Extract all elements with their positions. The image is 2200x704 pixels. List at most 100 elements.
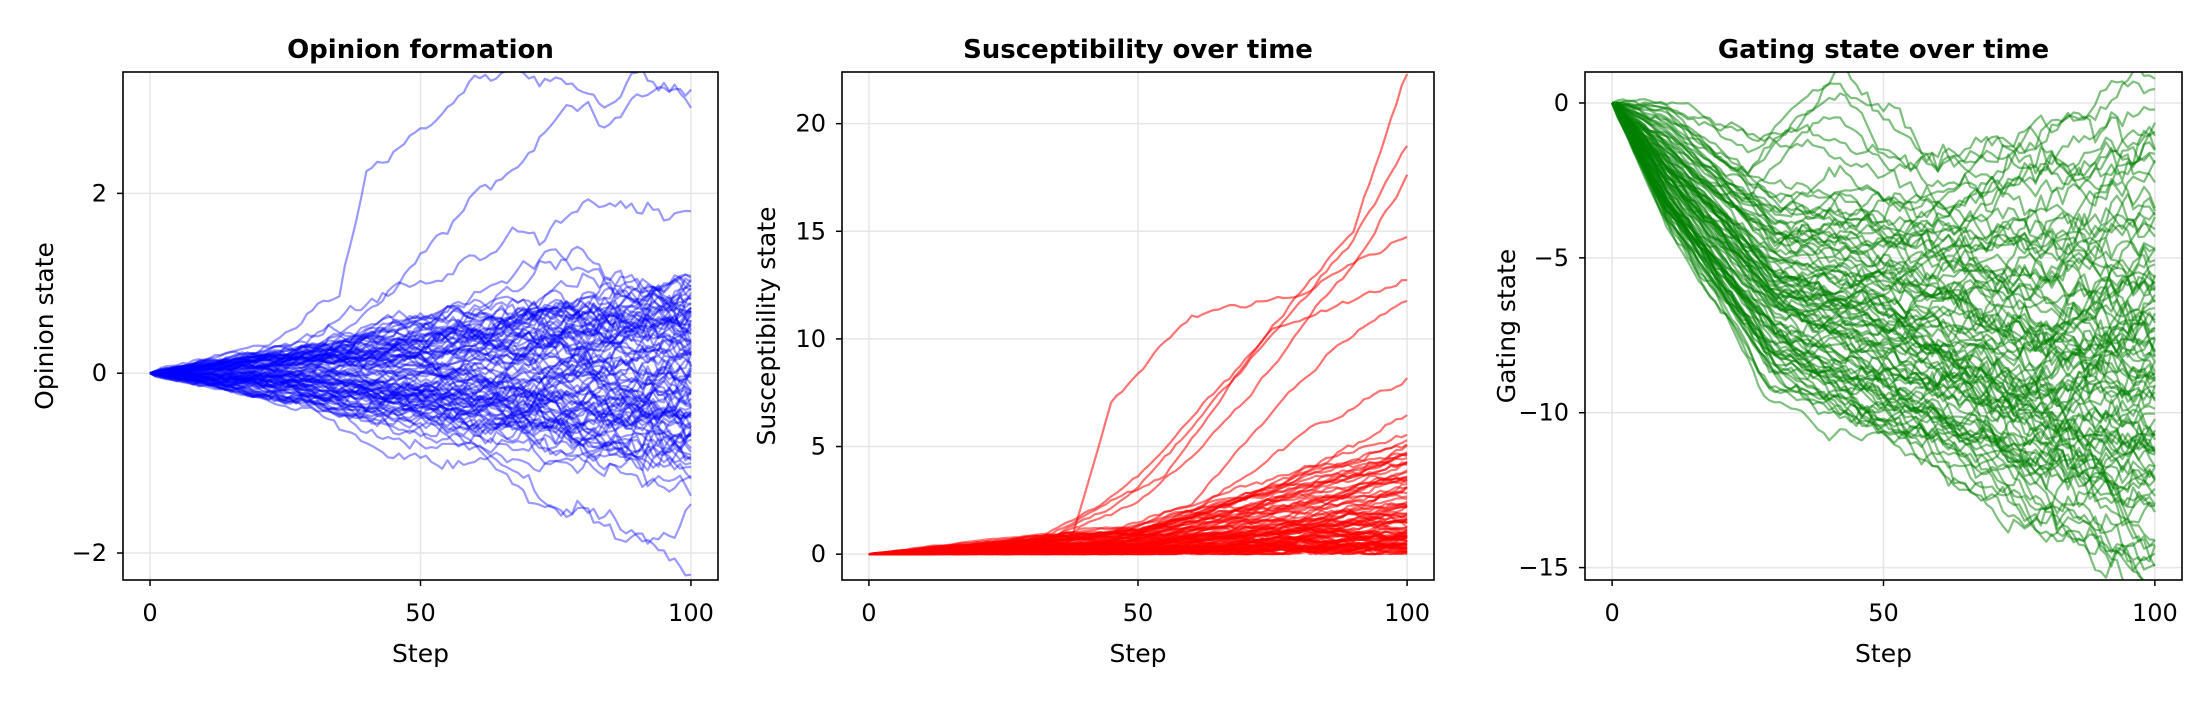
series-line	[150, 337, 693, 390]
series-line	[149, 371, 693, 453]
series-line	[1611, 102, 2156, 527]
y-tick-label: −5	[1534, 244, 1569, 272]
series-line	[1611, 102, 2156, 437]
series-line	[149, 293, 692, 375]
series-line	[149, 366, 692, 408]
series-line	[149, 305, 692, 375]
series-line	[149, 291, 692, 375]
series-line	[149, 372, 692, 431]
y-tick-label: 20	[795, 110, 826, 138]
series-line	[149, 277, 692, 375]
series-line	[149, 371, 692, 447]
x-axis-label: Step	[392, 639, 449, 668]
series-line	[1611, 102, 2156, 242]
series-line	[149, 372, 692, 577]
series-line	[1611, 102, 2156, 353]
series-line	[149, 305, 692, 375]
series-line	[149, 277, 692, 375]
series-line	[149, 83, 692, 375]
series-line	[149, 371, 692, 443]
series-line	[149, 298, 692, 375]
series-line	[1611, 101, 2156, 238]
series-line	[149, 350, 692, 403]
series-line	[149, 372, 692, 457]
y-tick-label: 0	[92, 359, 107, 387]
series-line	[1612, 92, 2156, 199]
series-line	[149, 340, 692, 387]
series-line	[149, 371, 692, 440]
y-tick-label: 10	[795, 325, 826, 353]
x-tick-label: 50	[1123, 599, 1154, 627]
x-tick-labels: 0 50 100	[1604, 580, 2178, 627]
y-axis-label: Opinion state	[30, 242, 59, 410]
series-line	[868, 443, 1408, 556]
series-line	[149, 372, 692, 545]
y-tick-label: 0	[811, 540, 826, 568]
series-line	[149, 369, 692, 431]
series-line	[149, 299, 692, 375]
chart-title: Opinion formation	[287, 35, 554, 65]
series-line	[1611, 102, 2156, 500]
x-tick-label: 0	[861, 599, 876, 627]
series-line	[149, 329, 692, 375]
series-line	[150, 343, 693, 383]
series-line	[1611, 102, 2155, 317]
series-line	[149, 372, 692, 456]
x-tick-label: 100	[668, 599, 714, 627]
panel-susceptibility: 0 50 100 0 5 10 15 20 Susceptibility over time…	[752, 35, 1435, 668]
series-line	[149, 313, 693, 376]
series-line	[149, 372, 692, 472]
series-line	[150, 358, 692, 399]
series-line	[1611, 102, 2156, 421]
series-line	[1611, 79, 2156, 159]
series-line	[149, 334, 692, 381]
y-tick-labels: −15 −10 −5 0	[1518, 89, 1585, 582]
y-tick-labels: 0 5 10 15 20	[795, 110, 842, 568]
y-tick-label: −2	[72, 539, 107, 567]
series-line	[149, 372, 692, 471]
series-line	[1611, 102, 2156, 300]
series-line	[149, 278, 692, 375]
panel-series-group	[149, 72, 693, 577]
series-line	[149, 372, 692, 441]
series-line	[149, 325, 693, 375]
y-axis-label: Susceptibility state	[752, 206, 781, 445]
series-line	[149, 302, 693, 375]
series-line	[1611, 102, 2156, 482]
series-line	[149, 370, 692, 423]
series-line	[1611, 102, 2155, 443]
series-line	[149, 323, 692, 375]
series-line	[149, 292, 692, 375]
series-line	[1611, 102, 2146, 580]
panel-grid	[123, 72, 718, 580]
x-tick-labels: 0 50 100	[142, 580, 714, 627]
series-line	[149, 372, 692, 460]
series-line	[1611, 102, 2156, 567]
series-line	[149, 372, 692, 480]
series-line	[149, 371, 692, 470]
y-tick-label: 0	[1554, 89, 1569, 117]
series-line	[149, 372, 692, 428]
series-line	[1611, 102, 2155, 436]
series-line	[149, 372, 692, 432]
series-line	[1611, 102, 2156, 423]
series-line	[149, 372, 692, 462]
series-line	[149, 334, 692, 381]
series-line	[149, 310, 692, 375]
y-tick-label: 5	[811, 433, 826, 461]
series-line	[1611, 102, 2156, 542]
series-line	[149, 333, 692, 375]
series-line	[150, 371, 692, 429]
x-tick-label: 0	[142, 599, 157, 627]
series-line	[868, 545, 1408, 556]
panel-series-group	[1611, 72, 2156, 580]
x-tick-label: 50	[1868, 599, 1899, 627]
series-line	[149, 371, 692, 415]
y-axis-label: Gating state	[1492, 249, 1521, 403]
x-axis-label: Step	[1110, 639, 1167, 668]
series-line	[149, 342, 692, 392]
series-line	[149, 289, 692, 375]
panel-series-group	[868, 73, 1409, 556]
panel-opinion-formation: 0 50 100 −2 0 2 Opinion formation Step Opini…	[30, 35, 719, 668]
